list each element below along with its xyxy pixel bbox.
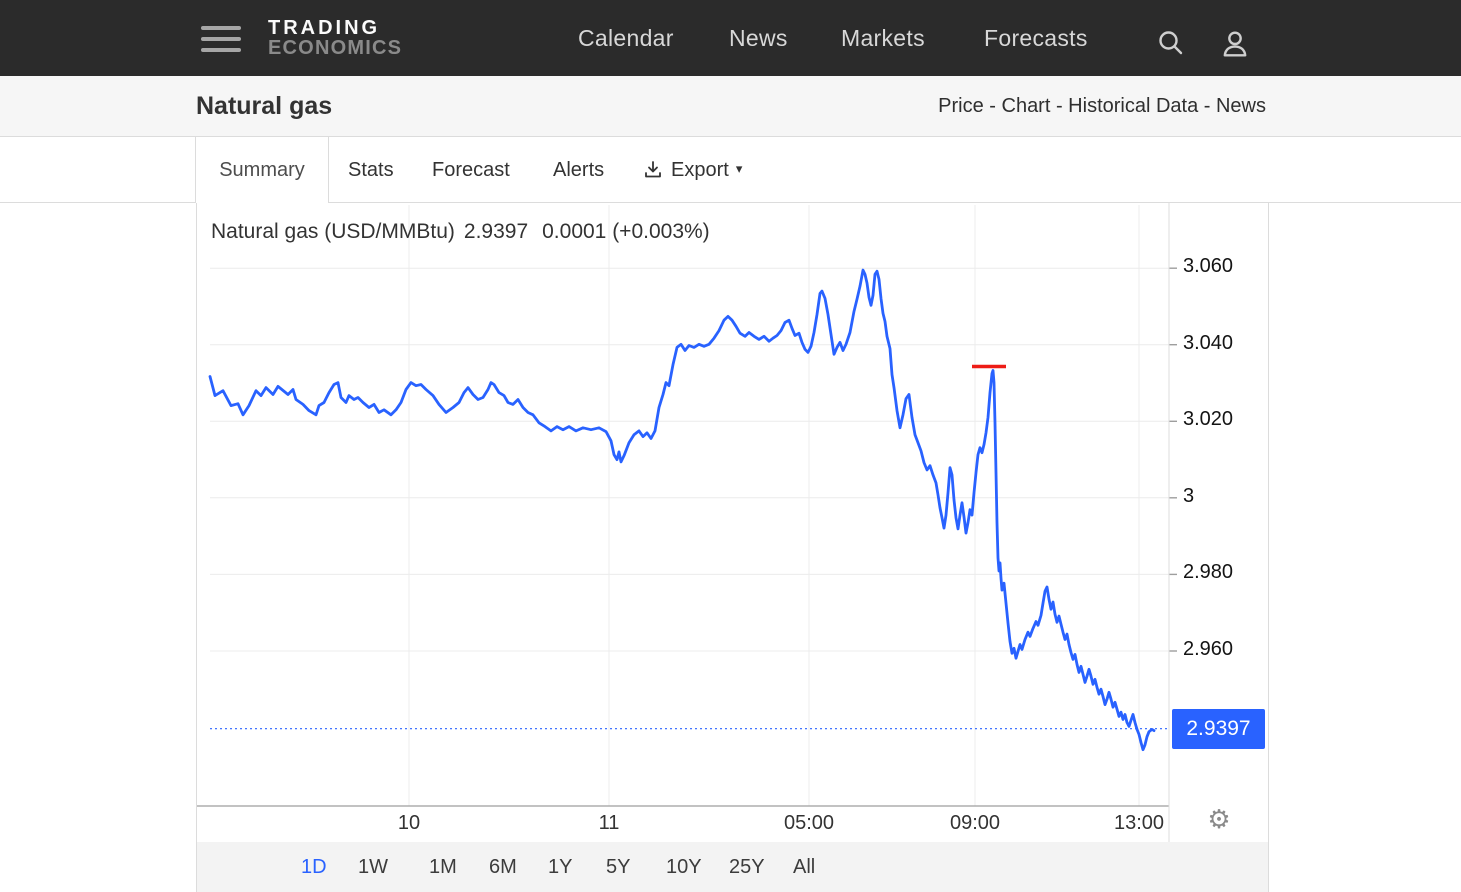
chart-price: 2.9397 [463,220,529,243]
range-1m[interactable]: 1M [429,856,457,878]
nav-link-news[interactable]: News [729,25,788,51]
trading-economics-logo[interactable]: TRADING ECONOMICS [268,18,402,58]
tab-summary[interactable]: Summary [195,137,329,203]
x-label-13:00: 13:00 [1113,812,1165,834]
x-label-11: 11 [598,812,620,834]
y-label-3: 3 [1183,484,1195,507]
chart-change: 0.0001 (+0.003%) [542,220,710,243]
chart-panel: Natural gas (USD/MMBtu) 2.9397 0.0001 (+0.… [196,203,1269,842]
logo-line1: TRADING [268,17,381,39]
menu-icon[interactable] [201,26,241,52]
top-navbar: TRADING ECONOMICS Calendar News Markets For… [0,0,1461,76]
range-6m[interactable]: 6M [489,856,517,878]
range-25y[interactable]: 25Y [729,856,765,878]
export-label: Export [671,159,729,181]
nav-link-calendar[interactable]: Calendar [578,25,674,51]
range-1y[interactable]: 1Y [548,856,573,878]
x-label-10: 10 [397,812,421,834]
y-label-3.040: 3.040 [1183,331,1234,354]
tab-export[interactable]: Export ▾ [642,137,742,203]
tab-alerts[interactable]: Alerts [553,159,605,181]
x-label-05:00: 05:00 [783,812,835,834]
title-bar: Natural gas Price - Chart - Historical D… [0,76,1461,137]
range-1w[interactable]: 1W [358,856,388,878]
price-chart[interactable] [197,203,1268,842]
range-1d[interactable]: 1D [301,856,327,878]
chart-title: Natural gas (USD/MMBtu) 2.9397 0.0001 (+0.… [211,220,710,244]
page-title: Natural gas [196,92,333,120]
download-icon [642,159,664,181]
y-label-2.960: 2.960 [1183,637,1234,660]
nav-link-markets[interactable]: Markets [841,25,925,51]
current-price-badge: 2.9397 [1172,708,1265,749]
chart-title-label: Natural gas (USD/MMBtu) [211,220,455,243]
range-5y[interactable]: 5Y [606,856,631,878]
tab-forecast[interactable]: Forecast [432,159,510,181]
nav-link-forecasts[interactable]: Forecasts [984,25,1088,51]
x-label-09:00: 09:00 [949,812,1001,834]
y-label-3.020: 3.020 [1183,408,1234,431]
range-10y[interactable]: 10Y [666,856,702,878]
search-icon[interactable] [1155,27,1187,64]
range-all[interactable]: All [793,856,816,878]
logo-line2: ECONOMICS [268,37,403,59]
range-bar: 1D 1W 1M 6M 1Y 5Y 10Y 25Y All [196,842,1269,892]
tabs-bar: Summary Stats Forecast Alerts Export ▾ [0,137,1461,203]
price-line [208,268,1156,752]
y-label-2.980: 2.980 [1183,561,1234,584]
user-icon[interactable] [1218,27,1252,66]
breadcrumb[interactable]: Price - Chart - Historical Data - News [938,95,1266,117]
gear-icon[interactable]: ⚙ [1207,805,1231,835]
chevron-down-icon: ▾ [735,162,743,177]
tab-stats[interactable]: Stats [348,159,394,181]
y-label-3.060: 3.060 [1183,255,1234,278]
